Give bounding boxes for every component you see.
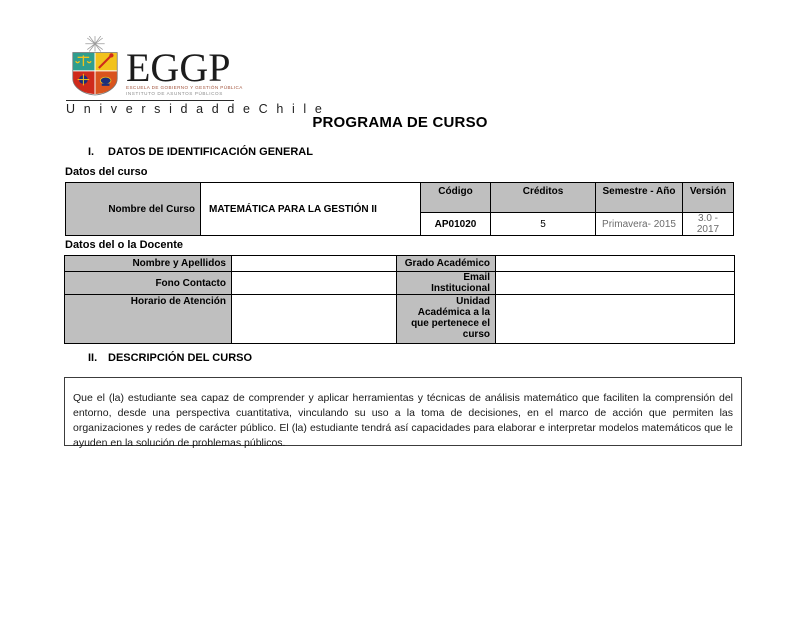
docente-phone-field: [231, 271, 397, 295]
university-logo: EGGP ESCUELA DE GOBIERNO Y GESTIÓN PÚBLI…: [66, 36, 325, 116]
page-title: PROGRAMA DE CURSO: [312, 114, 488, 131]
course-info-table: Nombre del Curso MATEMÁTICA PARA LA GEST…: [65, 182, 734, 236]
course-code-value: AP01020: [420, 212, 491, 236]
course-name-value: MATEMÁTICA PARA LA GESTIÓN II: [200, 182, 421, 236]
table-row: Fono Contacto Email Institucional: [64, 271, 735, 295]
docente-email-field: [495, 271, 735, 295]
eggp-acronym: EGGP: [126, 45, 231, 90]
docente-phone-label: Fono Contacto: [64, 271, 232, 295]
docente-hours-field: [231, 294, 397, 344]
course-credits-value: 5: [490, 212, 596, 236]
course-semester-header: Semestre - Año: [595, 182, 683, 213]
logo-divider: [66, 100, 234, 101]
course-table-caption: Datos del curso: [65, 166, 148, 178]
docente-degree-field: [495, 255, 735, 272]
section-1-title: DATOS DE IDENTIFICACIÓN GENERAL: [108, 146, 313, 158]
docente-name-field: [231, 255, 397, 272]
course-name-label: Nombre del Curso: [65, 182, 201, 236]
starburst-icon: [85, 36, 105, 52]
section-1-heading: I. DATOS DE IDENTIFICACIÓN GENERAL: [88, 146, 313, 158]
docente-unit-field: [495, 294, 735, 344]
table-row: Nombre y Apellidos Grado Académico: [64, 255, 735, 272]
logo-institute-line: INSTITUTO DE ASUNTOS PÚBLICOS: [126, 91, 223, 97]
lamp-icon: [99, 76, 112, 86]
torch-icon: [98, 53, 114, 69]
section-1-numeral: I.: [88, 146, 95, 158]
section-2-heading: II. DESCRIPCIÓN DEL CURSO: [88, 352, 252, 364]
logo-row: EGGP ESCUELA DE GOBIERNO Y GESTIÓN PÚBLI…: [66, 36, 242, 98]
compass-icon: [77, 73, 90, 86]
section-2-title: DESCRIPCIÓN DEL CURSO: [108, 352, 253, 364]
scales-icon: [75, 55, 92, 67]
logo-school-line: ESCUELA DE GOBIERNO Y GESTIÓN PÚBLICA: [126, 85, 243, 91]
course-description-box: Que el (la) estudiante sea capaz de comp…: [64, 377, 742, 449]
section-2-numeral: II.: [88, 352, 98, 364]
docente-unit-label: Unidad Académica a la que pertenece el c…: [396, 294, 496, 344]
university-crest-icon: [72, 36, 118, 96]
course-credits-header: Créditos: [490, 182, 596, 213]
logo-text-block: EGGP ESCUELA DE GOBIERNO Y GESTIÓN PÚBLI…: [126, 36, 243, 96]
course-version-value: 3.0 - 2017: [682, 212, 734, 236]
course-version-header: Versión: [682, 182, 734, 213]
docente-hours-label: Horario de Atención: [64, 294, 232, 344]
course-description-text: Que el (la) estudiante sea capaz de comp…: [73, 392, 733, 449]
docente-email-label: Email Institucional: [396, 271, 496, 295]
docente-degree-label: Grado Académico: [396, 255, 496, 272]
docente-name-label: Nombre y Apellidos: [64, 255, 232, 272]
table-row: Horario de Atención Unidad Académica a l…: [64, 294, 735, 344]
university-name: U n i v e r s i d a d d e C h i l e: [66, 102, 325, 116]
course-semester-value: Primavera- 2015: [595, 212, 683, 236]
docente-table-caption: Datos del o la Docente: [65, 239, 183, 251]
course-code-header: Código: [420, 182, 491, 213]
docente-info-table: Nombre y Apellidos Grado Académico Fono …: [64, 255, 735, 344]
